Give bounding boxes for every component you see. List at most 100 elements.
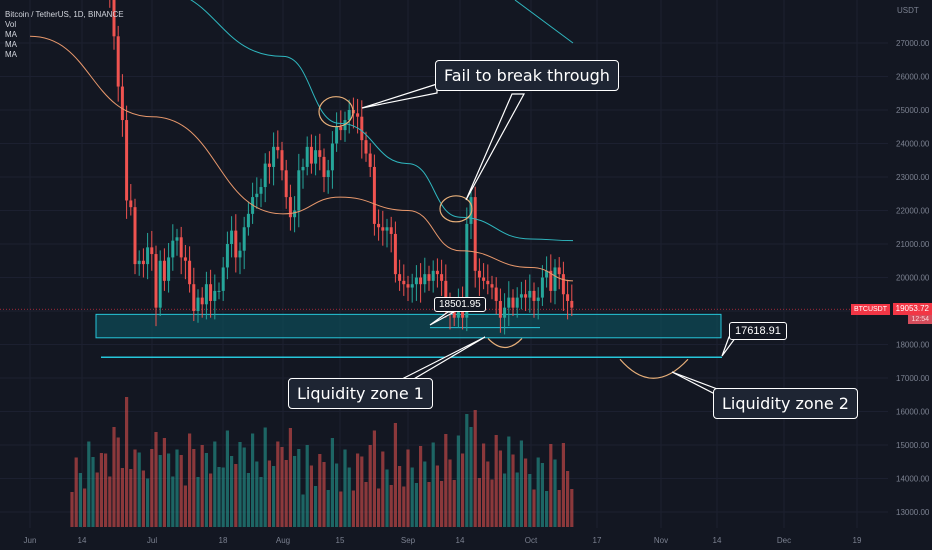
candle-body-48 (272, 146, 276, 167)
candle-body-86 (431, 270, 435, 281)
candle-body-82 (414, 277, 418, 285)
volume-bar-23 (167, 453, 171, 527)
x-tick-3: 18 (219, 536, 228, 545)
ma-orange-line (29, 35, 574, 282)
volume-bar-101 (494, 435, 498, 527)
candle-body-79 (402, 280, 406, 285)
x-tick-6: Sep (401, 536, 416, 545)
legend-ma-3[interactable]: MA (5, 50, 17, 59)
candle-body-49 (276, 146, 280, 151)
candle-body-23 (167, 257, 171, 281)
volume-bar-73 (377, 488, 381, 527)
volume-bar-18 (146, 478, 150, 527)
volume-bar-82 (414, 483, 418, 527)
candle-body-44 (255, 193, 259, 198)
volume-bar-3 (83, 488, 87, 527)
volume-bar-27 (183, 485, 187, 527)
volume-bar-117 (561, 443, 565, 527)
volume-bar-87 (435, 465, 439, 527)
legend-symbol[interactable]: Bitcoin / TetherUS, 1D, BINANCE (5, 10, 124, 19)
candle-body-102 (498, 300, 502, 318)
candle-body-87 (435, 270, 439, 275)
chart-legend: Bitcoin / TetherUS, 1D, BINANCE Vol MA M… (5, 10, 124, 60)
candle-body-62 (330, 143, 334, 171)
candle-body-46 (263, 163, 267, 188)
volume-bar-7 (99, 453, 103, 527)
volume-bar-9 (108, 476, 112, 527)
candle-body-112 (540, 277, 544, 298)
x-tick-12: Dec (777, 536, 791, 545)
volume-bar-77 (393, 423, 397, 527)
candle-body-29 (192, 284, 196, 311)
candle-body-69 (360, 116, 364, 141)
candle-body-52 (288, 197, 292, 218)
volume-bar-52 (288, 428, 292, 527)
volume-bar-53 (293, 456, 297, 527)
ticker-tag: BTCUSDT (850, 304, 890, 315)
candle-body-40 (238, 250, 242, 258)
volume-bar-114 (549, 444, 553, 527)
candle-body-110 (532, 290, 536, 301)
candle-body-20 (154, 254, 158, 308)
candle-body-83 (419, 277, 423, 285)
volume-bar-25 (175, 449, 179, 527)
volume-bar-55 (301, 494, 305, 527)
volume-bar-106 (515, 472, 519, 527)
volume-bar-88 (440, 481, 444, 527)
volume-bar-33 (209, 473, 213, 527)
candle-body-16 (137, 260, 141, 265)
y-tick-14: 27000.00 (896, 39, 930, 48)
volume-bar-24 (171, 476, 175, 527)
volume-bar-97 (477, 478, 481, 527)
volume-bar-10 (112, 427, 116, 527)
circle-rejection-aug (318, 96, 354, 128)
volume-bar-84 (423, 461, 427, 527)
candle-body-15 (133, 207, 137, 265)
candle-body-66 (347, 110, 351, 121)
candle-body-119 (570, 300, 574, 308)
candle-body-55 (301, 166, 305, 171)
volume-bar-85 (427, 482, 431, 527)
candle-body-18 (146, 247, 150, 265)
connector-price1 (429, 311, 455, 326)
volume-bar-95 (469, 427, 473, 527)
x-tick-10: Nov (654, 536, 668, 545)
volume-bar-68 (356, 453, 360, 527)
volume-bar-59 (318, 454, 322, 527)
candle-body-58 (314, 150, 318, 164)
legend-ma-1[interactable]: MA (5, 30, 17, 39)
candle-body-36 (221, 267, 225, 291)
volume-bar-86 (431, 442, 435, 527)
legend-vol[interactable]: Vol (5, 20, 17, 29)
volume-bar-48 (272, 466, 276, 527)
volume-bar-69 (360, 456, 364, 527)
candle-body-57 (309, 146, 313, 164)
volume-bar-5 (91, 457, 95, 527)
candle-body-109 (528, 290, 532, 298)
candle-body-100 (490, 284, 494, 288)
candle-body-12 (120, 86, 124, 121)
legend-ma-2[interactable]: MA (5, 40, 17, 49)
candle-body-28 (188, 260, 192, 285)
volume-bar-99 (486, 461, 490, 527)
candle-body-106 (515, 297, 519, 308)
candle-body-11 (116, 36, 120, 87)
x-tick-11: 14 (713, 536, 722, 545)
y-tick-9: 22000.00 (896, 207, 930, 216)
volume-bar-54 (297, 449, 301, 527)
candle-body-104 (507, 297, 511, 308)
volume-bar-65 (343, 449, 347, 527)
candle-body-107 (519, 294, 523, 298)
volume-bar-118 (566, 471, 570, 527)
candle-body-77 (393, 233, 397, 275)
candle-body-42 (246, 213, 250, 228)
volume-bar-104 (507, 436, 511, 527)
volume-bar-63 (335, 463, 339, 527)
volume-bar-91 (452, 480, 456, 527)
candle-body-75 (385, 227, 389, 231)
volume-bar-29 (192, 449, 196, 527)
price-label-17618: 17618.91 (729, 322, 787, 340)
volume-bar-74 (381, 451, 385, 527)
